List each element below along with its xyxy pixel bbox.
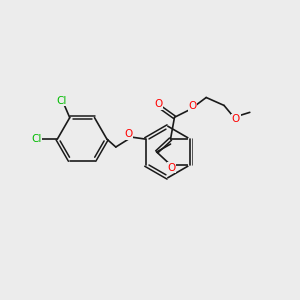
Text: Cl: Cl (57, 96, 67, 106)
Text: O: O (124, 129, 133, 139)
Text: O: O (154, 99, 163, 110)
Text: O: O (167, 163, 175, 173)
Text: O: O (188, 101, 196, 111)
Text: Cl: Cl (32, 134, 42, 144)
Text: O: O (232, 114, 240, 124)
